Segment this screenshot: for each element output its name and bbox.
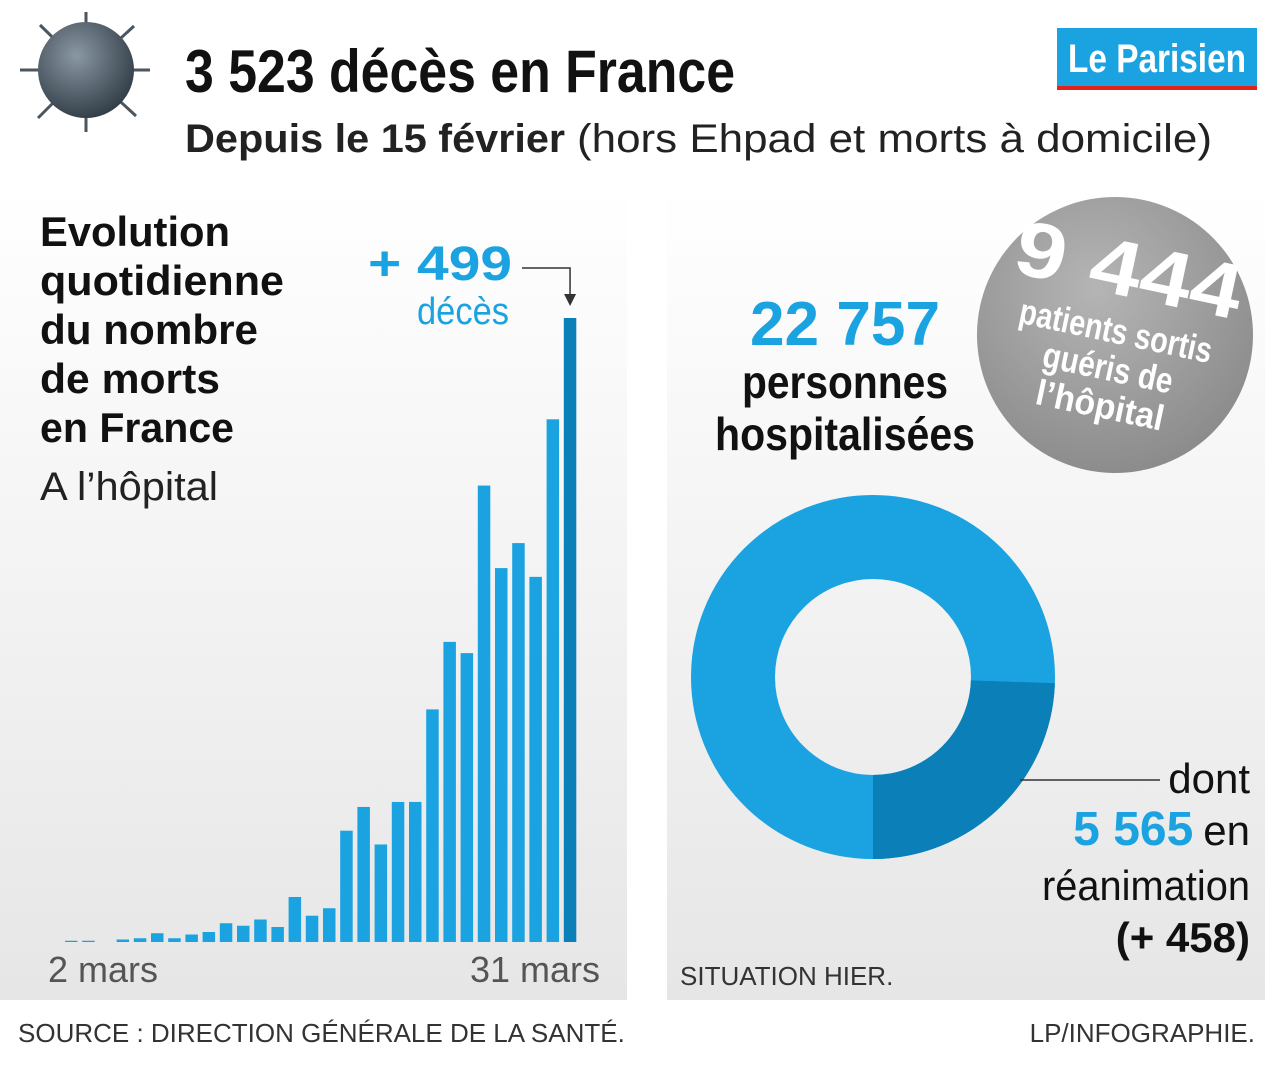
- note: SITUATION HIER.: [680, 961, 893, 991]
- credit: LP/INFOGRAPHIE.: [1030, 1018, 1255, 1048]
- bar: [409, 801, 422, 942]
- bar: [391, 801, 405, 942]
- bar: [82, 940, 95, 942]
- bar: [271, 926, 284, 942]
- bar: [512, 543, 525, 942]
- part-before: dont: [1168, 755, 1250, 802]
- bar: [133, 938, 147, 942]
- part-caption: réanimation: [1042, 862, 1250, 909]
- bar: [563, 318, 577, 942]
- value-label: + 499: [368, 238, 512, 291]
- bar: [237, 925, 250, 942]
- part-change: (+ 458): [1116, 914, 1250, 961]
- bar: [477, 485, 491, 942]
- logo-rule: [1057, 86, 1257, 90]
- part-after: en: [1203, 807, 1250, 854]
- annotation-arrow: [522, 267, 571, 298]
- bar: [116, 939, 130, 942]
- bar: [254, 919, 267, 942]
- bar: [357, 806, 370, 942]
- bar: [460, 653, 474, 942]
- subtitle: Depuis le 15 février (hors Ehpad et morts…: [185, 117, 1212, 161]
- bar: [323, 908, 336, 942]
- chart-title-line: en France: [40, 404, 234, 451]
- total-caption: hospitalisées: [715, 408, 975, 460]
- logo-text: Le Parisien: [1068, 37, 1246, 81]
- subtitle-text: (hors Ehpad et morts à domicile): [577, 117, 1212, 161]
- total-label: 22 757: [750, 290, 940, 359]
- annotation-arrowhead: [564, 294, 577, 306]
- bar: [151, 933, 164, 942]
- logo: Le Parisien: [1057, 28, 1257, 90]
- bar: [202, 931, 216, 942]
- bar: [185, 934, 198, 942]
- subtitle-bold: Depuis le 15 février: [185, 117, 565, 161]
- bar: [529, 576, 542, 942]
- bar: [288, 896, 302, 942]
- part-line: 5 565 en: [1073, 803, 1250, 856]
- part-label: 5 565: [1073, 803, 1193, 856]
- chart-subtitle: A l’hôpital: [40, 465, 218, 509]
- bar: [495, 568, 508, 942]
- donut-part: [873, 680, 1055, 859]
- bar: [426, 709, 439, 942]
- x-tick-label: 31 mars: [470, 949, 600, 990]
- virus-icon: [20, 12, 150, 132]
- bar: [374, 844, 388, 942]
- bar: [443, 641, 456, 942]
- title: 3 523 décès en France: [185, 38, 735, 105]
- bar: [168, 938, 181, 942]
- bar: [546, 419, 560, 942]
- bar: [219, 923, 233, 942]
- bar: [340, 830, 353, 942]
- x-tick-label: 2 mars: [48, 949, 158, 990]
- chart-title-line: du nombre: [40, 306, 258, 353]
- chart-title-line: quotidienne: [40, 257, 284, 304]
- source: SOURCE : DIRECTION GÉNÉRALE DE LA SANTÉ.: [18, 1018, 625, 1048]
- bar: [65, 940, 78, 942]
- bar: [305, 915, 319, 942]
- logo-box: [1057, 28, 1257, 86]
- bubble-circle: [977, 197, 1253, 473]
- value-annotation: décès: [417, 291, 509, 333]
- total-caption: personnes: [742, 356, 948, 408]
- chart-title-line: Evolution: [40, 208, 230, 255]
- chart-title-line: de morts: [40, 355, 220, 402]
